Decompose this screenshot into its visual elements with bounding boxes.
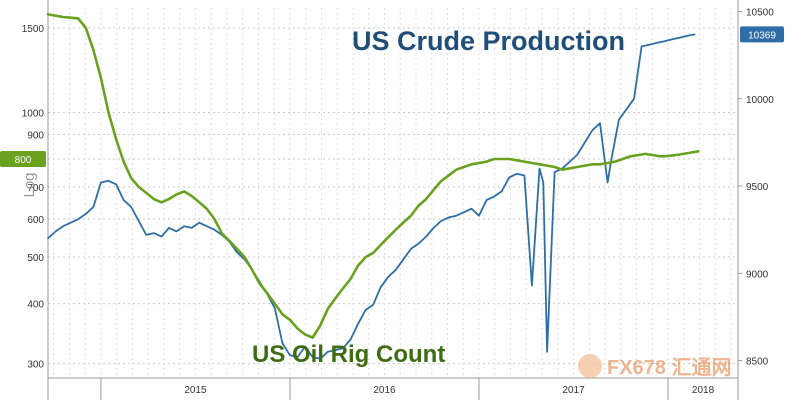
x-tick-label-2018: 2018 xyxy=(692,385,715,396)
watermark: FX678 汇通网 xyxy=(578,354,731,379)
watermark-text: FX678 汇通网 xyxy=(607,356,731,379)
left-tick-label: 300 xyxy=(27,360,44,371)
series-line-crude-production xyxy=(47,33,696,360)
right-axis-ticks: 8500 9000 9500 10000 10500 xyxy=(738,7,774,368)
left-tick-label: 700 xyxy=(27,183,44,194)
left-tick-label: 400 xyxy=(27,300,44,311)
series-lines xyxy=(46,13,700,360)
left-tick-label: 600 xyxy=(27,215,44,226)
series-line-oil-rig-count xyxy=(46,13,700,339)
x-tick-label-2017: 2017 xyxy=(562,385,585,396)
left-tick-label: 1000 xyxy=(22,108,45,119)
right-tick-label: 8500 xyxy=(746,357,769,368)
x-tick-label-2016: 2016 xyxy=(373,385,396,396)
left-axis-label: Log xyxy=(21,172,38,197)
left-tick-label: 500 xyxy=(27,253,44,264)
right-tick-label: 10000 xyxy=(746,95,774,106)
badge-crude-production-text: 10369 xyxy=(748,30,776,41)
left-tick-label: 1500 xyxy=(22,24,45,35)
badge-oil-rig-count xyxy=(0,151,46,168)
gridlines xyxy=(47,0,739,400)
right-tick-label: 10500 xyxy=(746,7,774,18)
badge-crude-production xyxy=(740,26,784,43)
x-tick-label-2015: 2015 xyxy=(184,385,207,396)
series-title-crude-production: US Crude Production xyxy=(352,26,625,56)
series-title-oil-rig-count: US Oil Rig Count xyxy=(252,341,445,368)
last-value-badges: 10369 800 xyxy=(0,26,784,168)
right-tick-label: 9000 xyxy=(746,269,769,280)
left-tick-label: 900 xyxy=(27,130,44,141)
badge-oil-rig-count-text: 800 xyxy=(15,155,32,166)
watermark-logo-icon xyxy=(578,354,602,378)
right-tick-label: 9500 xyxy=(746,182,769,193)
x-axis-ticks: 2015 2016 2017 2018 xyxy=(100,378,715,400)
